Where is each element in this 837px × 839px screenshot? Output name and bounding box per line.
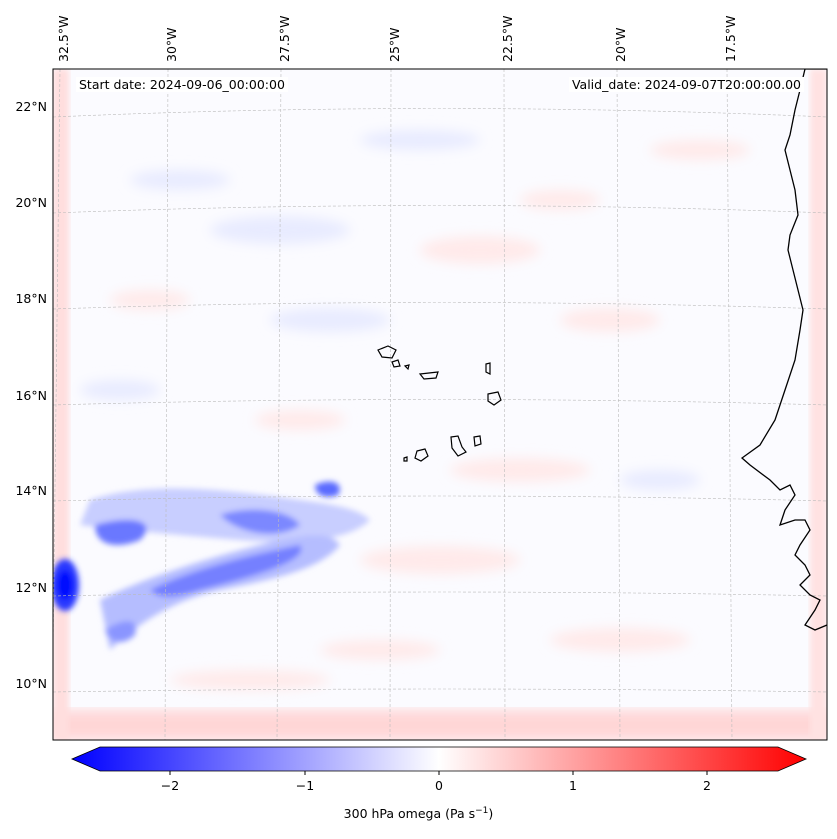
longitude-labels: 32.5°W 30°W 27.5°W 25°W 22.5°W 20°W 17.5…	[56, 16, 738, 62]
colorbar-tick-label: −2	[161, 778, 179, 793]
colorbar-title: 300 hPa omega (Pa s−1)	[343, 806, 494, 822]
positive-omega-patches	[110, 140, 750, 690]
omega-field	[53, 69, 827, 740]
lat-label: 20°N	[15, 195, 47, 210]
colorbar-tick-label: 1	[569, 778, 577, 793]
lon-label: 27.5°W	[277, 16, 292, 62]
lon-label: 17.5°W	[723, 16, 738, 62]
lat-label: 18°N	[15, 291, 47, 306]
lat-label: 16°N	[15, 388, 47, 403]
lat-label: 10°N	[15, 676, 47, 691]
colorbar-ticks	[169, 771, 708, 775]
colorbar-tick-label: −1	[296, 778, 314, 793]
lon-label: 20°W	[613, 27, 628, 62]
colorbar-tick-label: 0	[435, 778, 443, 793]
units: Pa s	[450, 806, 476, 822]
colorbar-bar	[70, 746, 808, 772]
african-coastline	[740, 69, 827, 631]
graticule	[53, 69, 827, 740]
lon-label: 32.5°W	[56, 16, 71, 62]
colorbar: −2 −1 0 1 2	[70, 746, 808, 793]
latitude-labels: 22°N 20°N 18°N 16°N 14°N 12°N 10°N	[15, 99, 47, 691]
variable-name: 300 hPa omega	[343, 806, 442, 822]
start-date-label: Start date: 2024-09-06_00:00:00	[76, 77, 288, 92]
lon-label: 30°W	[164, 27, 179, 62]
colorbar-tick-label: 2	[703, 778, 711, 793]
lon-label: 22.5°W	[500, 16, 515, 62]
ascent-band	[53, 481, 370, 650]
lat-label: 14°N	[15, 483, 47, 498]
cape-verde-islands	[377, 345, 502, 462]
valid-date-label: Valid_date: 2024-09-07T20:00:00.00	[568, 77, 804, 92]
lat-label: 12°N	[15, 580, 47, 595]
map-frame	[52, 68, 828, 741]
units-exponent: −1	[475, 806, 489, 816]
lat-label: 22°N	[15, 99, 47, 114]
lon-label: 25°W	[387, 27, 402, 62]
